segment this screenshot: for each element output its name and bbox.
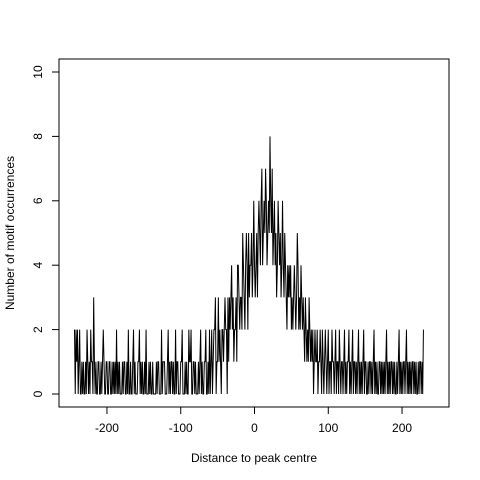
y-tick-label: 10: [31, 65, 45, 79]
y-axis: 0 2 4 6 8 10: [31, 65, 60, 397]
series-layer: [74, 136, 424, 395]
x-tick-label: 200: [392, 421, 412, 435]
y-tick-label: 2: [31, 326, 45, 333]
x-tick-label: -100: [169, 421, 193, 435]
series-line: [74, 136, 424, 395]
y-axis-label: Number of motif occurrences: [3, 156, 17, 310]
y-tick-label: 6: [31, 197, 45, 204]
x-tick-label: -200: [95, 421, 119, 435]
x-axis: -200 -100 0 100 200: [95, 406, 412, 435]
y-tick-label: 8: [31, 133, 45, 140]
y-tick-label: 4: [31, 262, 45, 269]
x-axis-label: Distance to peak centre: [191, 451, 317, 465]
x-tick-label: 100: [318, 421, 338, 435]
y-tick-label: 0: [31, 390, 45, 397]
x-tick-label: 0: [251, 421, 258, 435]
